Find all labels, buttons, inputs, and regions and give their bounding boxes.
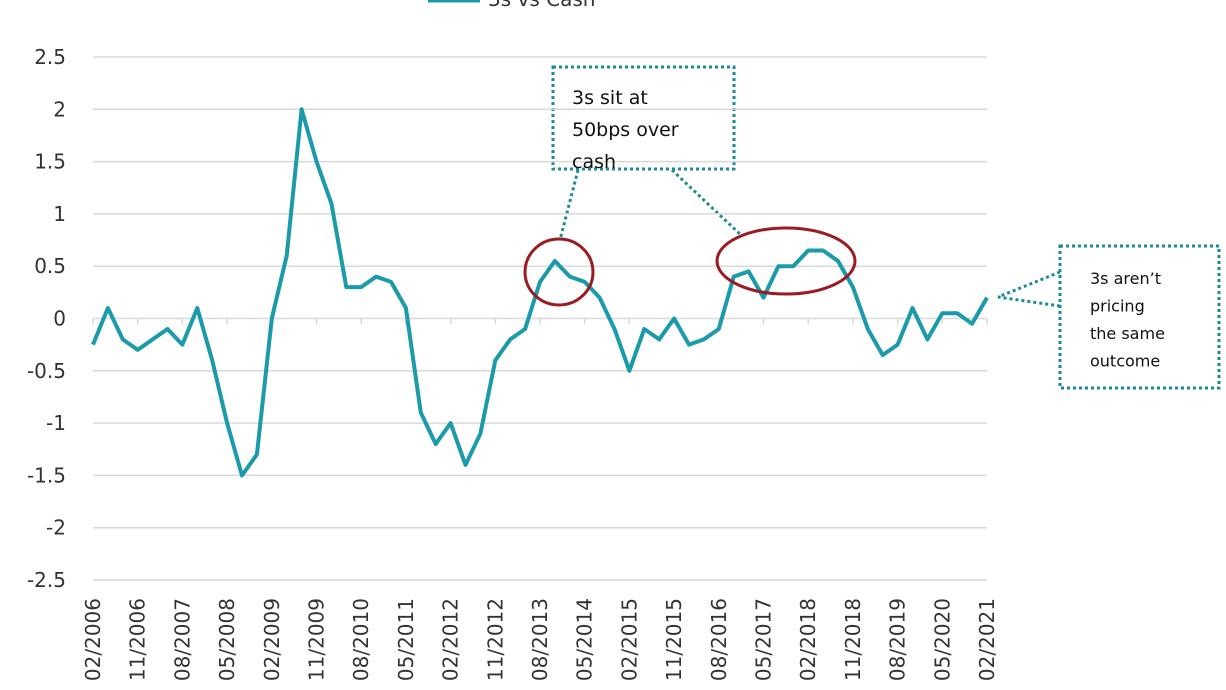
x-tick-label: 11/2009 [305, 598, 329, 681]
x-tick-label: 02/2021 [975, 598, 999, 681]
x-tick-label: 11/2018 [841, 598, 865, 681]
legend-label: 3s vs Cash [488, 0, 595, 11]
callout-line [997, 295, 1061, 308]
y-tick-label: 0.5 [34, 254, 66, 278]
y-tick-label: -2.5 [27, 568, 66, 592]
x-tick-label: 11/2012 [483, 598, 507, 681]
x-tick-label: 08/2010 [349, 598, 373, 681]
callout-line [997, 270, 1061, 299]
x-tick-label: 08/2019 [886, 598, 910, 681]
y-tick-label: 1 [53, 202, 66, 226]
x-tick-label: 08/2007 [170, 598, 194, 681]
callout-line [670, 168, 744, 238]
callout-line [558, 169, 580, 241]
y-tick-label: 2.5 [34, 45, 66, 69]
annotation-box [551, 65, 736, 171]
x-tick-label: 11/2006 [126, 598, 150, 681]
x-tick-label: 02/2006 [81, 598, 105, 681]
annotation-box [1058, 244, 1221, 390]
x-tick-label: 05/2017 [752, 598, 776, 681]
y-tick-label: -0.5 [27, 359, 66, 383]
y-tick-label: -1 [46, 411, 66, 435]
annotation-text: pricing [1090, 297, 1145, 316]
x-tick-label: 05/2008 [215, 598, 239, 681]
x-tick-label: 08/2013 [528, 598, 552, 681]
data-line [91, 107, 989, 478]
x-tick-label: 02/2012 [439, 598, 463, 681]
annotation-text: 3s aren’t [1090, 269, 1161, 288]
highlight-ellipse [715, 226, 857, 296]
x-tick-label: 05/2011 [394, 598, 418, 681]
x-tick-label: 02/2009 [260, 598, 284, 681]
annotation-text: outcome [1090, 352, 1160, 371]
x-tick-label: 05/2020 [930, 598, 954, 681]
highlight-ellipse [523, 237, 595, 307]
x-tick-label: 05/2014 [573, 598, 597, 681]
x-tick-label: 02/2018 [796, 598, 820, 681]
annotation-text: 50bps over [572, 119, 679, 141]
x-tick-label: 02/2015 [617, 598, 641, 681]
y-tick-label: 2 [53, 97, 66, 121]
y-tick-label: 0 [53, 307, 66, 331]
annotation-text: cash [572, 151, 616, 173]
x-tick-label: 08/2016 [707, 598, 731, 681]
x-tick-label: 11/2015 [662, 598, 686, 681]
y-tick-label: -1.5 [27, 463, 66, 487]
annotation-text: 3s sit at [572, 87, 648, 109]
annotation-text: the same [1090, 324, 1165, 343]
y-tick-label: -2 [46, 516, 66, 540]
y-tick-label: 1.5 [34, 150, 66, 174]
